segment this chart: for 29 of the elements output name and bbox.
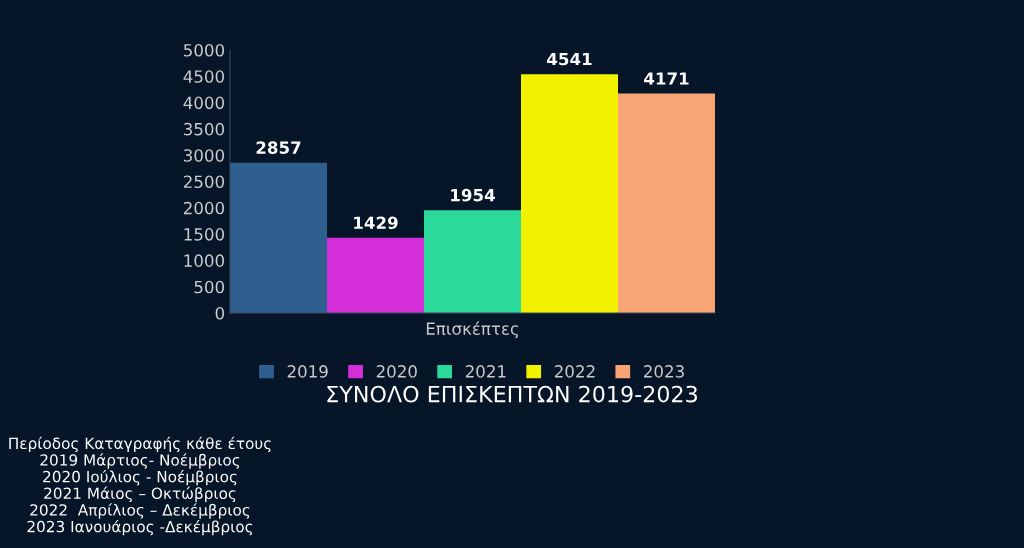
y-tick-label: 3500 <box>183 122 225 136</box>
y-tick-label: 0 <box>215 306 225 320</box>
y-tick-label: 5000 <box>184 43 225 57</box>
data-label: 4171 <box>644 72 689 85</box>
data-label: 1429 <box>354 216 398 230</box>
y-tick-label: 2500 <box>183 175 225 189</box>
legend-label: 2022 <box>554 365 595 378</box>
bar <box>230 162 327 313</box>
y-tick-label: 3000 <box>183 149 225 162</box>
data-label: 4541 <box>547 52 592 66</box>
y-tick-label: 500 <box>194 280 225 294</box>
bar <box>327 237 424 313</box>
bar <box>424 210 521 313</box>
legend-label: 2020 <box>376 365 417 378</box>
legend-label: 2023 <box>644 365 684 378</box>
data-label: 2857 <box>256 141 301 154</box>
x-tick-label: Επισκέπτες <box>426 321 519 339</box>
text: Περίοδος Καταγραφής κάθε έτους 2019 Μάρτιος- Νοέμβριος 2020 Ιούλιος - Νοέμβριος 2021 Μάιος – Οκτώβριος 2022 Απρίλιος – Δεκέμβριος 2023 Ιανουάριος -Δεκέμβριος <box>9 436 271 536</box>
legend-label: 2021 <box>465 365 506 378</box>
y-tick-label: 4500 <box>183 70 225 83</box>
bar <box>521 74 618 313</box>
y-tick-label: 4000 <box>183 96 225 110</box>
y-tick-label: 1500 <box>184 228 225 241</box>
y-tick-label: 1000 <box>184 254 225 267</box>
y-tick-label: 2000 <box>183 201 225 215</box>
text: ΣΥΝΟΛΟ ΕΠΙΣΚΕΠΤΩΝ 2019-2023 <box>327 385 697 403</box>
data-label: 1954 <box>451 188 495 202</box>
legend-label: 2019 <box>287 365 328 378</box>
bar <box>618 93 715 313</box>
